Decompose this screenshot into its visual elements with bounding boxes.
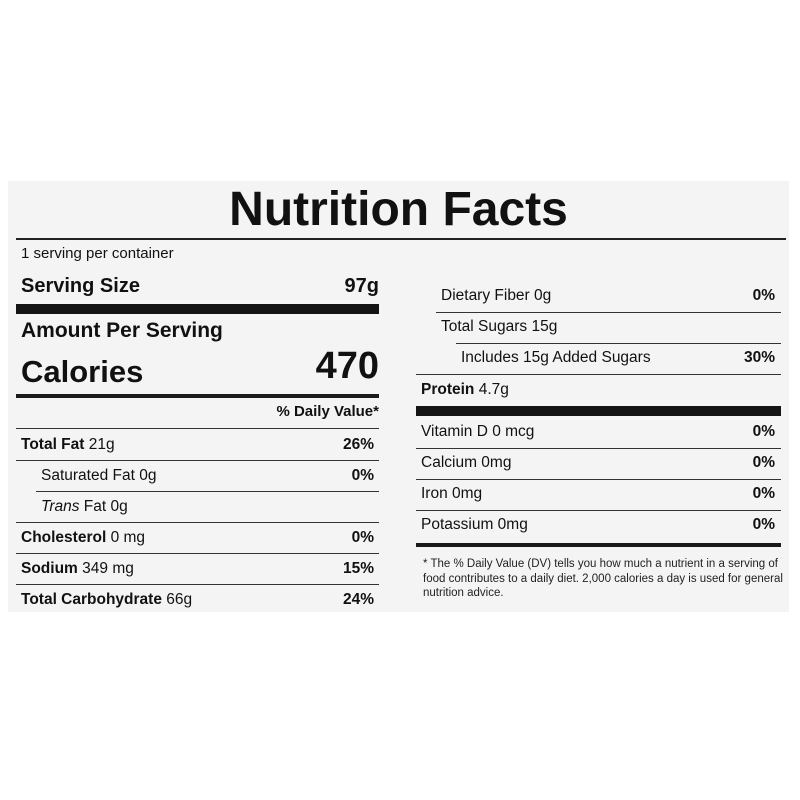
nutrient-name: Trans Fat 0g [41, 498, 128, 515]
nutrient-row-dietary-fiber: Dietary Fiber 0g 0% [441, 285, 775, 307]
nutrient-name: Saturated Fat 0g [41, 467, 157, 484]
nutrient-row-total-sugars: Total Sugars 15g [441, 316, 775, 338]
serving-size-thick-rule [16, 304, 379, 314]
servings-per-container: 1 serving per container [21, 245, 174, 262]
calories-value: 470 [315, 345, 379, 387]
divider [416, 374, 781, 375]
nutrient-name: Cholesterol 0 mg [21, 529, 146, 546]
title-rule [16, 238, 786, 240]
nutrient-dv: 0% [752, 454, 775, 471]
nutrient-name: Vitamin D 0 mcg [421, 423, 535, 440]
protein-thick-rule [416, 406, 781, 416]
nutrient-row-calcium: Calcium 0mg 0% [421, 452, 775, 474]
divider [416, 479, 781, 480]
nutrient-row-potassium: Potassium 0mg 0% [421, 514, 775, 536]
nutrient-dv: 0% [351, 529, 374, 546]
footnote-rule [416, 543, 781, 547]
nutrient-row-saturated-fat: Saturated Fat 0g 0% [41, 465, 374, 487]
nutrient-name: Potassium 0mg [421, 516, 528, 533]
nutrient-dv: 30% [743, 349, 775, 366]
nutrient-row-cholesterol: Cholesterol 0 mg 0% [21, 527, 374, 549]
nutrient-dv: 26% [342, 436, 374, 453]
divider [36, 491, 379, 492]
nutrient-row-total-carbohydrate: Total Carbohydrate 66g 24% [21, 589, 374, 611]
nutrient-row-vitamin-d: Vitamin D 0 mcg 0% [421, 421, 775, 443]
calories-rule [16, 394, 379, 398]
divider [436, 312, 781, 313]
nutrient-dv: 0% [752, 485, 775, 502]
serving-size-value: 97g [344, 275, 379, 297]
serving-size-label: Serving Size [21, 275, 140, 297]
nutrient-dv: 0% [752, 423, 775, 440]
nutrient-name: Calcium 0mg [421, 454, 512, 471]
nutrition-facts-label: Nutrition Facts 1 serving per container … [8, 181, 789, 612]
nutrient-dv: 0% [752, 516, 775, 533]
calories-label: Calories [21, 354, 144, 389]
nutrient-dv: 15% [342, 560, 374, 577]
nutrient-dv: 24% [342, 591, 374, 608]
nutrient-row-protein: Protein 4.7g [421, 379, 775, 401]
daily-value-header: % Daily Value* [276, 403, 379, 420]
divider [16, 553, 379, 554]
nutrient-row-trans-fat: Trans Fat 0g [41, 496, 374, 518]
daily-value-footnote: * The % Daily Value (DV) tells you how m… [423, 558, 783, 599]
nutrient-name: Total Carbohydrate 66g [21, 591, 193, 608]
nutrient-name: Total Sugars 15g [441, 318, 558, 335]
nutrient-row-iron: Iron 0mg 0% [421, 483, 775, 505]
nutrient-name: Includes 15g Added Sugars [461, 349, 651, 366]
divider [416, 448, 781, 449]
divider [416, 510, 781, 511]
nutrient-name: Sodium 349 mg [21, 560, 134, 577]
label-title: Nutrition Facts [229, 183, 568, 236]
nutrient-dv: 0% [351, 467, 374, 484]
divider [16, 584, 379, 585]
divider [456, 343, 781, 344]
nutrient-name: Iron 0mg [421, 485, 483, 502]
divider [16, 460, 379, 461]
nutrient-row-total-fat: Total Fat 21g 26% [21, 434, 374, 456]
nutrient-name: Dietary Fiber 0g [441, 287, 552, 304]
amount-per-serving: Amount Per Serving [21, 319, 223, 342]
nutrient-row-added-sugars: Includes 15g Added Sugars 30% [461, 347, 775, 369]
nutrient-row-sodium: Sodium 349 mg 15% [21, 558, 374, 580]
nutrient-name: Protein 4.7g [421, 381, 509, 398]
nutrient-name: Total Fat 21g [21, 436, 115, 453]
nutrient-dv: 0% [752, 287, 775, 304]
divider [16, 522, 379, 523]
divider [16, 428, 379, 429]
